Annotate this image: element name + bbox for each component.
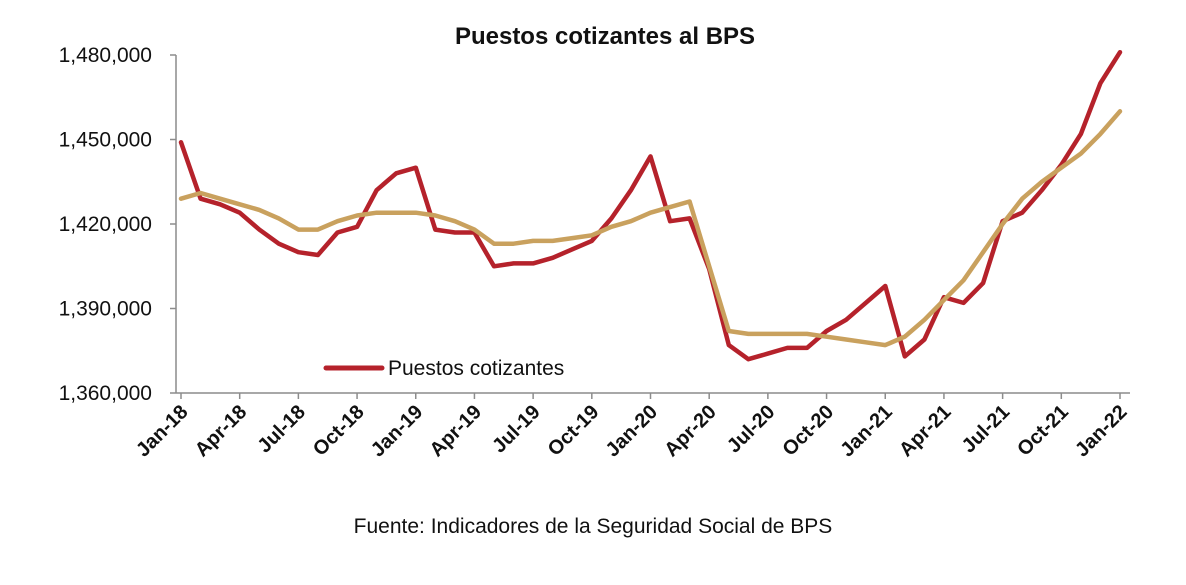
- x-tick-label: Oct-20: [779, 401, 839, 461]
- x-tick-label: Apr-20: [660, 401, 720, 461]
- series-layer: [178, 49, 1123, 362]
- x-tick-label: Jan-21: [836, 401, 896, 461]
- y-axis-ticks: 1,360,000 1,390,000 1,420,000 1,450,000 1,48…: [59, 44, 176, 405]
- y-tick-label: 1,420,000: [59, 213, 152, 236]
- y-tick-label: 1,450,000: [59, 129, 152, 152]
- x-tick-label: Jan-19: [367, 401, 427, 461]
- legend: Puestos cotizantes: [323, 357, 564, 380]
- x-tick-label: Apr-19: [426, 401, 486, 461]
- series-line-puestos-cotizantes: [178, 49, 1123, 362]
- y-tick-label: 1,480,000: [59, 44, 152, 67]
- x-tick-label: Oct-19: [544, 401, 604, 461]
- chart-title: Puestos cotizantes al BPS: [455, 23, 755, 50]
- x-tick-label: Jan-18: [132, 401, 192, 461]
- legend-label: Puestos cotizantes: [388, 357, 564, 380]
- x-tick-label: Jul-20: [723, 401, 779, 457]
- x-tick-label: Apr-18: [191, 401, 251, 461]
- x-tick-label: Jul-19: [488, 401, 544, 457]
- y-tick-label: 1,390,000: [59, 298, 152, 321]
- x-tick-label: Jan-22: [1071, 401, 1131, 461]
- source-note: Fuente: Indicadores de la Seguridad Soci…: [353, 515, 833, 538]
- x-tick-label: Jul-21: [958, 401, 1014, 457]
- x-tick-label: Oct-21: [1013, 401, 1073, 461]
- x-tick-label: Apr-21: [895, 401, 955, 461]
- x-tick-label: Oct-18: [309, 401, 369, 461]
- x-tick-label: Jul-18: [253, 401, 309, 457]
- x-tick-label: Jan-20: [602, 401, 662, 461]
- y-tick-label: 1,360,000: [59, 382, 152, 405]
- series-line-trend: [178, 109, 1123, 348]
